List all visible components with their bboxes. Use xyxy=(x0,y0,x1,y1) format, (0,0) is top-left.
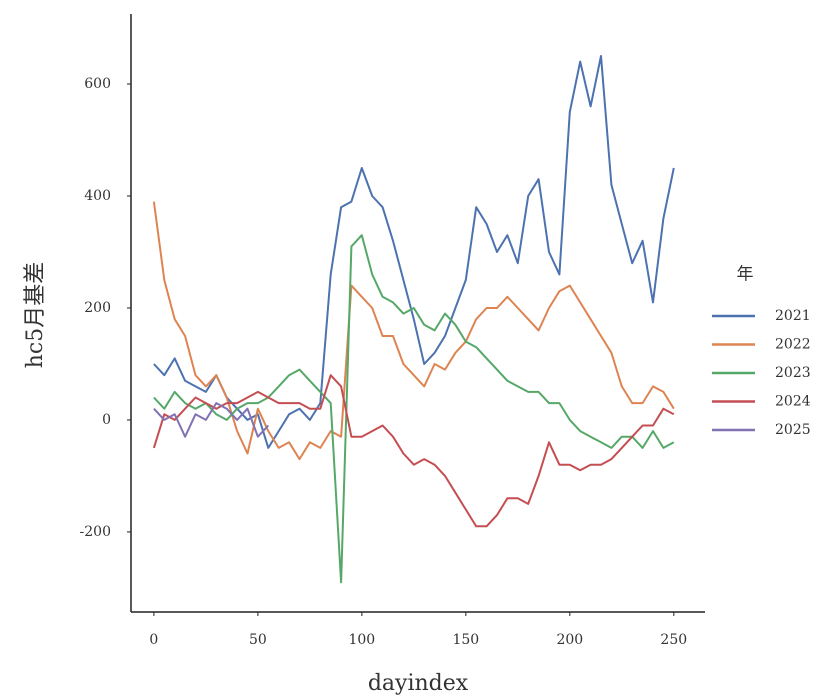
x-tick-label: 250 xyxy=(660,632,687,648)
x-tick-label: 150 xyxy=(452,632,479,648)
legend-label: 2024 xyxy=(775,394,811,410)
legend-label: 2023 xyxy=(775,365,811,381)
y-axis-title: hc5月基差 xyxy=(23,262,48,369)
series-line xyxy=(153,55,675,449)
legend-label: 2021 xyxy=(775,308,811,324)
y-tick-label: 0 xyxy=(102,412,111,428)
x-axis-title: dayindex xyxy=(368,671,469,696)
series-line xyxy=(152,201,675,461)
series-line xyxy=(152,374,675,528)
legend-label: 2022 xyxy=(775,337,811,353)
legend-title: 年 xyxy=(737,265,754,285)
x-tick-label: 0 xyxy=(149,632,158,648)
x-tick-label: 200 xyxy=(556,632,583,648)
series-line xyxy=(153,402,270,438)
series-line xyxy=(153,234,675,584)
x-tick-label: 100 xyxy=(348,632,375,648)
x-tick-label: 50 xyxy=(249,632,267,648)
y-tick-label: 200 xyxy=(84,300,111,316)
y-tick-label: 600 xyxy=(84,76,111,92)
y-tick-label: -200 xyxy=(80,524,111,540)
y-tick-label: 400 xyxy=(84,188,111,204)
legend-label: 2025 xyxy=(775,422,811,438)
